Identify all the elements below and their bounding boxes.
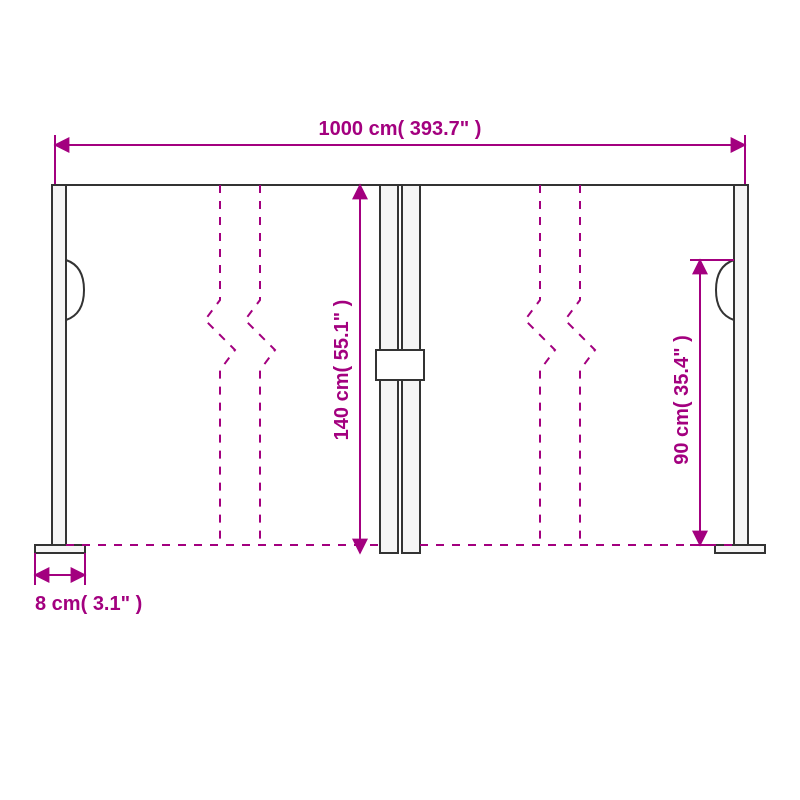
center-cassette [376,185,424,553]
right-post [715,185,765,553]
dim-post-label: 90 cm( 35.4" ) [671,335,693,465]
product-outline [35,185,765,553]
break-right [525,185,595,545]
dimension-diagram: 1000 cm( 393.7" ) [0,0,800,800]
dim-foot-label: 8 cm( 3.1" ) [35,593,142,615]
dim-width-label: 1000 cm( 393.7" ) [319,118,482,140]
dim-height: 140 cm( 55.1" ) [331,185,360,553]
dim-width: 1000 cm( 393.7" ) [55,118,745,185]
break-left [205,185,275,545]
left-post [35,185,85,553]
dim-post: 90 cm( 35.4" ) [671,260,734,545]
dim-foot: 8 cm( 3.1" ) [35,553,142,615]
dim-height-label: 140 cm( 55.1" ) [331,300,353,441]
